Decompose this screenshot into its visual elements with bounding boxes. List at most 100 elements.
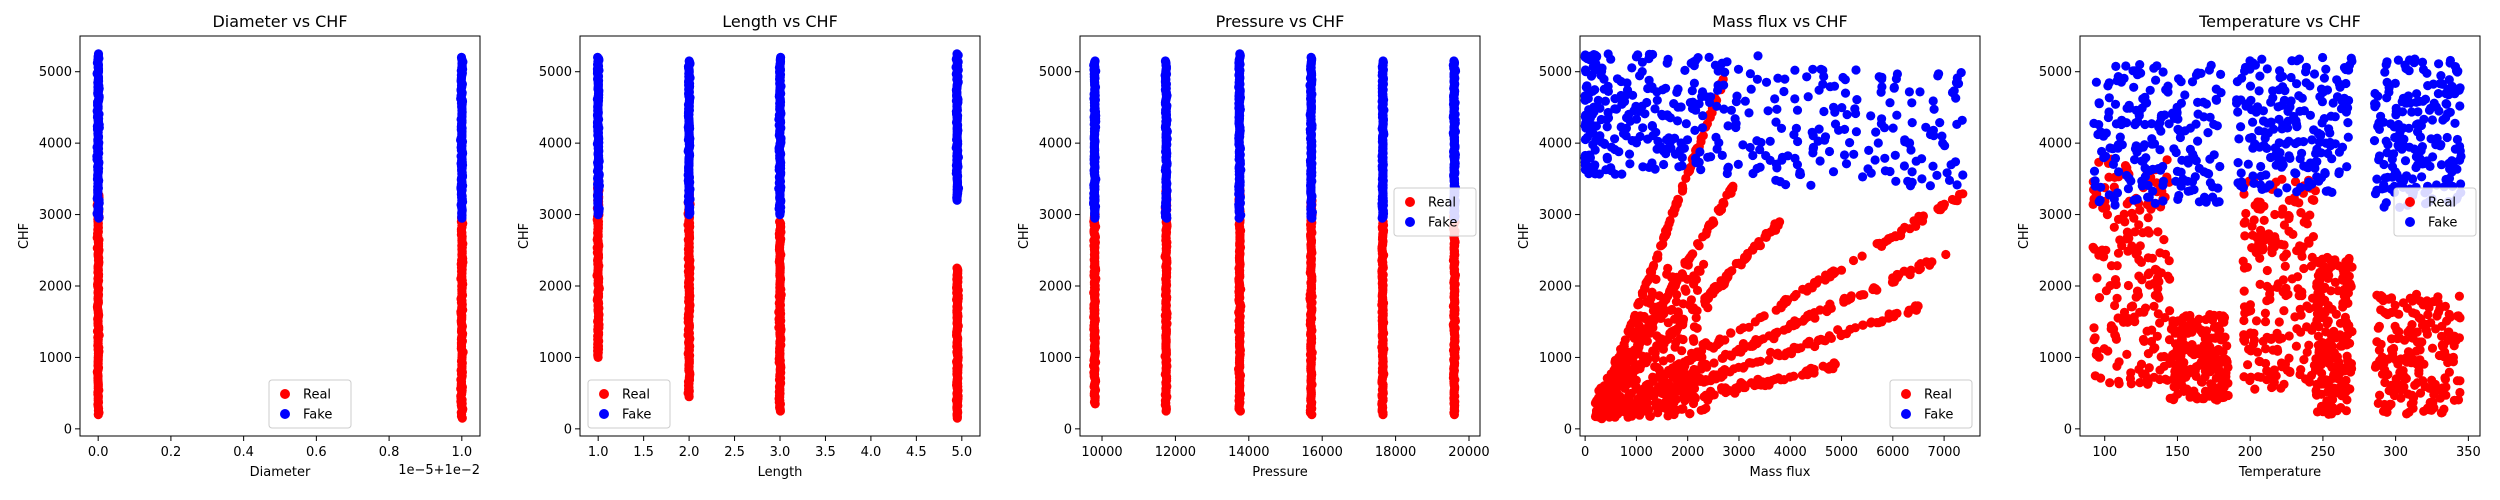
data-point xyxy=(1648,372,1658,382)
x-axis-label: Pressure xyxy=(1252,465,1308,480)
y-tick-label: 1000 xyxy=(1539,351,1572,366)
y-tick-label: 4000 xyxy=(1539,137,1572,152)
x-tick-label: 6000 xyxy=(1876,445,1909,460)
data-point xyxy=(1900,135,1910,145)
data-point xyxy=(2190,392,2200,403)
data-point xyxy=(2106,324,2116,334)
data-point xyxy=(1864,145,1874,155)
data-point xyxy=(2196,357,2206,367)
data-point xyxy=(1628,376,1638,386)
data-point xyxy=(1599,84,1609,94)
data-point xyxy=(2302,347,2312,357)
data-point xyxy=(1627,369,1637,379)
data-point xyxy=(1735,325,1745,335)
data-point xyxy=(1692,306,1702,316)
data-point xyxy=(2304,377,2315,387)
data-point xyxy=(1698,131,1708,141)
x-tick-label: 0.6 xyxy=(306,445,327,460)
chart-title: Length vs CHF xyxy=(722,12,838,31)
data-point xyxy=(1665,215,1675,226)
data-point xyxy=(1640,283,1650,294)
data-point xyxy=(2139,336,2149,346)
y-tick-label: 1000 xyxy=(539,351,572,366)
data-point xyxy=(1855,290,1865,300)
data-point xyxy=(1946,160,1956,170)
data-point xyxy=(2289,196,2300,207)
data-point xyxy=(2168,316,2178,326)
data-point xyxy=(1698,111,1708,121)
data-point xyxy=(1687,250,1697,260)
legend-label-fake: Fake xyxy=(622,408,651,423)
data-point xyxy=(1661,404,1671,414)
data-point xyxy=(1870,155,1880,165)
data-point xyxy=(1581,67,1591,77)
data-point xyxy=(1642,97,1652,108)
data-point xyxy=(1933,71,1943,81)
data-point xyxy=(1235,49,1245,59)
data-point xyxy=(1725,186,1735,196)
x-offset-label: 1e−5+1e−2 xyxy=(398,463,480,478)
data-point xyxy=(1810,341,1820,352)
data-point xyxy=(1944,175,1955,185)
y-tick-label: 2000 xyxy=(39,280,72,295)
data-point xyxy=(1655,373,1665,383)
data-point xyxy=(2291,341,2301,351)
data-point xyxy=(2254,356,2264,366)
data-point xyxy=(1701,229,1711,239)
data-point xyxy=(1699,259,1709,269)
data-point xyxy=(2239,263,2249,273)
data-point xyxy=(2122,349,2132,359)
data-point xyxy=(1753,51,1763,61)
data-point xyxy=(2255,279,2265,289)
x-tick-label: 1000 xyxy=(1620,445,1653,460)
data-point xyxy=(1720,349,1731,359)
data-point xyxy=(2114,379,2124,389)
data-point xyxy=(1915,87,1925,97)
data-point xyxy=(1958,189,1968,199)
legend-label-fake: Fake xyxy=(1428,216,1457,231)
data-point xyxy=(2115,235,2125,245)
data-point xyxy=(1669,99,1679,109)
series-fake xyxy=(592,49,964,220)
data-point xyxy=(1773,73,1783,83)
data-point xyxy=(1742,252,1752,262)
plot-area xyxy=(2088,52,2466,419)
data-point xyxy=(2170,328,2180,338)
data-point xyxy=(1610,104,1620,114)
x-tick-label: 4.5 xyxy=(906,445,927,460)
data-point xyxy=(2279,379,2289,389)
data-point xyxy=(1696,165,1706,175)
y-axis-label: CHF xyxy=(1017,223,1032,249)
data-point xyxy=(1802,286,1812,296)
data-point xyxy=(1761,77,1772,87)
data-point xyxy=(1663,291,1673,301)
data-point xyxy=(2127,208,2137,218)
data-point xyxy=(2299,263,2309,274)
data-point xyxy=(1759,311,1769,321)
data-point xyxy=(93,49,104,59)
data-point xyxy=(1927,257,1937,267)
data-point xyxy=(1663,411,1673,421)
data-point xyxy=(1652,87,1662,97)
data-point xyxy=(456,52,467,63)
data-point xyxy=(2130,227,2140,237)
data-point xyxy=(1858,172,1868,182)
data-point xyxy=(1752,136,1762,146)
data-point xyxy=(1306,52,1316,63)
data-point xyxy=(1762,230,1772,240)
data-point xyxy=(1845,138,1855,148)
x-tick-label: 18000 xyxy=(1375,445,1416,460)
data-point xyxy=(1713,66,1723,76)
data-point xyxy=(2296,365,2306,375)
data-point xyxy=(2143,269,2153,280)
data-point xyxy=(1709,282,1719,293)
data-point xyxy=(1590,398,1600,408)
y-tick-label: 3000 xyxy=(39,208,72,223)
data-point xyxy=(593,52,603,63)
data-point xyxy=(1698,339,1708,349)
x-tick-label: 2.0 xyxy=(679,445,700,460)
data-point xyxy=(1907,167,1917,177)
data-point xyxy=(2266,334,2276,344)
y-axis-label: CHF xyxy=(1517,223,1532,249)
